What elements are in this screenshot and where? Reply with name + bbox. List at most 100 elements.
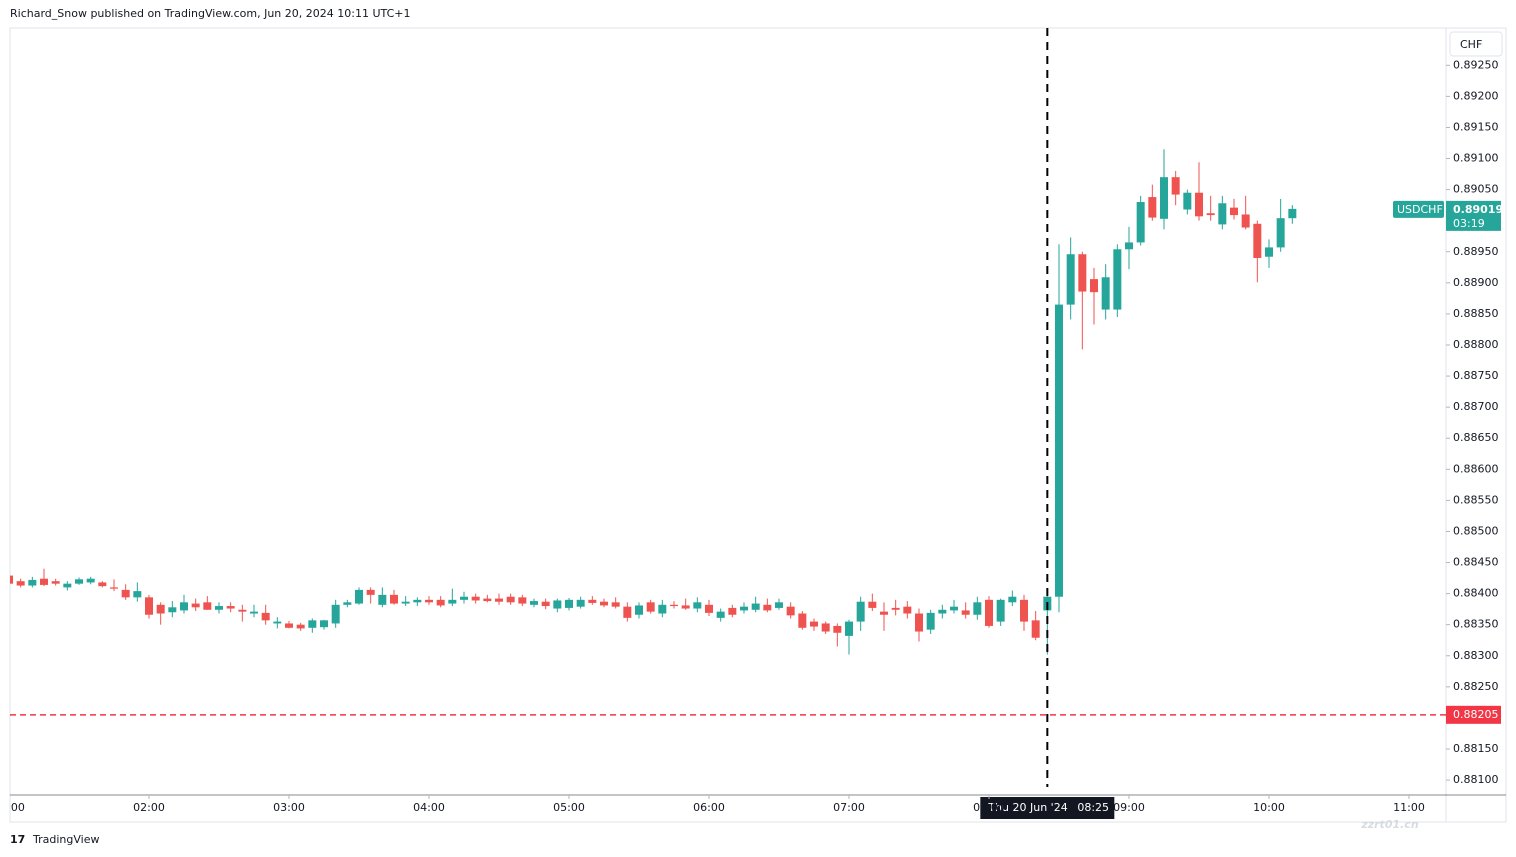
candle-body [86, 578, 95, 583]
candle-body [16, 581, 25, 586]
candle-body [996, 599, 1005, 622]
candle-body [1031, 620, 1040, 638]
candle-body [238, 609, 247, 612]
candle-body [471, 596, 480, 601]
candle-body [413, 599, 422, 603]
candle-body [985, 599, 993, 626]
candle-body [180, 602, 188, 611]
candle-body [250, 611, 258, 614]
x-tick-label: 02:00 [133, 801, 165, 814]
candle-body [798, 613, 807, 628]
candle-body [518, 597, 527, 604]
y-tick-label: 0.88550 [1453, 493, 1499, 506]
candle-body [588, 599, 597, 603]
candle-body [576, 599, 585, 607]
candle-body [751, 603, 760, 610]
y-tick-label: 0.89200 [1453, 89, 1499, 102]
time-ticks: 01:00 02:00 03:00 04:00 05:00 06:00 07:00 08:00… [10, 795, 1425, 814]
candle-body [296, 624, 305, 629]
candle-body [51, 581, 60, 584]
candle-body [693, 602, 702, 609]
candle-body [261, 612, 270, 621]
y-tick-label: 0.89250 [1453, 58, 1499, 71]
candle-body [810, 621, 818, 627]
x-tick-label: 10:00 [1253, 801, 1285, 814]
candle-body [740, 606, 748, 611]
footer-logo: 17 TradingView [10, 833, 99, 846]
candle-body [1101, 277, 1110, 310]
candle-body [343, 602, 352, 605]
candle-body [786, 606, 795, 616]
y-tick-label: 0.88150 [1453, 742, 1499, 755]
candle-body [121, 589, 130, 598]
candle-body [483, 598, 492, 602]
candle-body [110, 587, 118, 589]
candle-body [1241, 214, 1250, 228]
chart-frame [9, 27, 1507, 823]
candle-body [891, 607, 900, 610]
watermark: zzrt01.cn [1360, 818, 1418, 831]
axes: 0.881000.881500.882000.882500.883000.883… [980, 58, 1503, 819]
candle-body [215, 606, 223, 610]
candle-body [495, 598, 503, 602]
candle-body [961, 610, 970, 615]
y-tick-label: 0.88750 [1453, 369, 1499, 382]
candle-body [168, 607, 177, 613]
candle-body [10, 575, 13, 584]
candle-body [40, 578, 48, 585]
candle-body [915, 613, 923, 632]
candle-body [1288, 208, 1297, 219]
candle-body [1160, 177, 1168, 219]
candle-body [856, 601, 865, 622]
x-tick-label: 11:00 [1393, 801, 1425, 814]
candle-body [973, 602, 982, 615]
y-tick-label: 0.88400 [1453, 587, 1499, 600]
candle-body [285, 623, 293, 628]
candle-body [658, 604, 667, 614]
x-tick-label: 03:00 [273, 801, 305, 814]
candle-body [156, 604, 165, 614]
y-tick-label: 0.88650 [1453, 431, 1499, 444]
candle-body [728, 607, 737, 615]
candle-body [320, 620, 328, 628]
candle-body [1125, 242, 1133, 250]
candle-body [705, 604, 713, 613]
candle-body [1066, 254, 1075, 305]
candle-body [1230, 207, 1238, 216]
candle-body [635, 605, 643, 615]
currency-label: CHF [1460, 38, 1482, 51]
candle-body [1253, 223, 1262, 258]
candle-body [541, 601, 550, 607]
candle-body [273, 621, 282, 624]
y-tick-label: 0.89050 [1453, 183, 1499, 196]
x-tick-label: 09:00 [1113, 801, 1145, 814]
candle-body [1020, 599, 1028, 622]
candle-body [553, 600, 562, 609]
crosshair-price-box [1446, 705, 1501, 724]
countdown-label: 03:19 [1453, 217, 1485, 230]
candle-body [145, 597, 153, 615]
y-tick-label: 0.88950 [1453, 245, 1499, 258]
candle-body [646, 602, 655, 612]
candle-body [833, 625, 842, 633]
candle-body [1265, 247, 1273, 257]
candle-body [460, 596, 468, 600]
candle-body [880, 611, 888, 615]
candle-body [623, 606, 632, 618]
currency-box[interactable] [1449, 31, 1503, 57]
candle-body [1113, 249, 1122, 310]
candle-body [63, 583, 72, 588]
candle-body [378, 594, 387, 605]
plot-area [10, 28, 1446, 787]
candle-body [506, 596, 515, 603]
publisher-header: Richard_Snow published on TradingView.co… [10, 7, 410, 20]
crosshair-time-box [980, 797, 1115, 819]
x-tick-label: 08:00 [973, 801, 1005, 814]
candle-body [600, 601, 608, 606]
candle-body [98, 582, 107, 587]
y-tick-label: 0.88350 [1453, 618, 1499, 631]
candle-body [1206, 213, 1215, 216]
candle-body [763, 604, 772, 611]
candle-body [775, 602, 783, 608]
